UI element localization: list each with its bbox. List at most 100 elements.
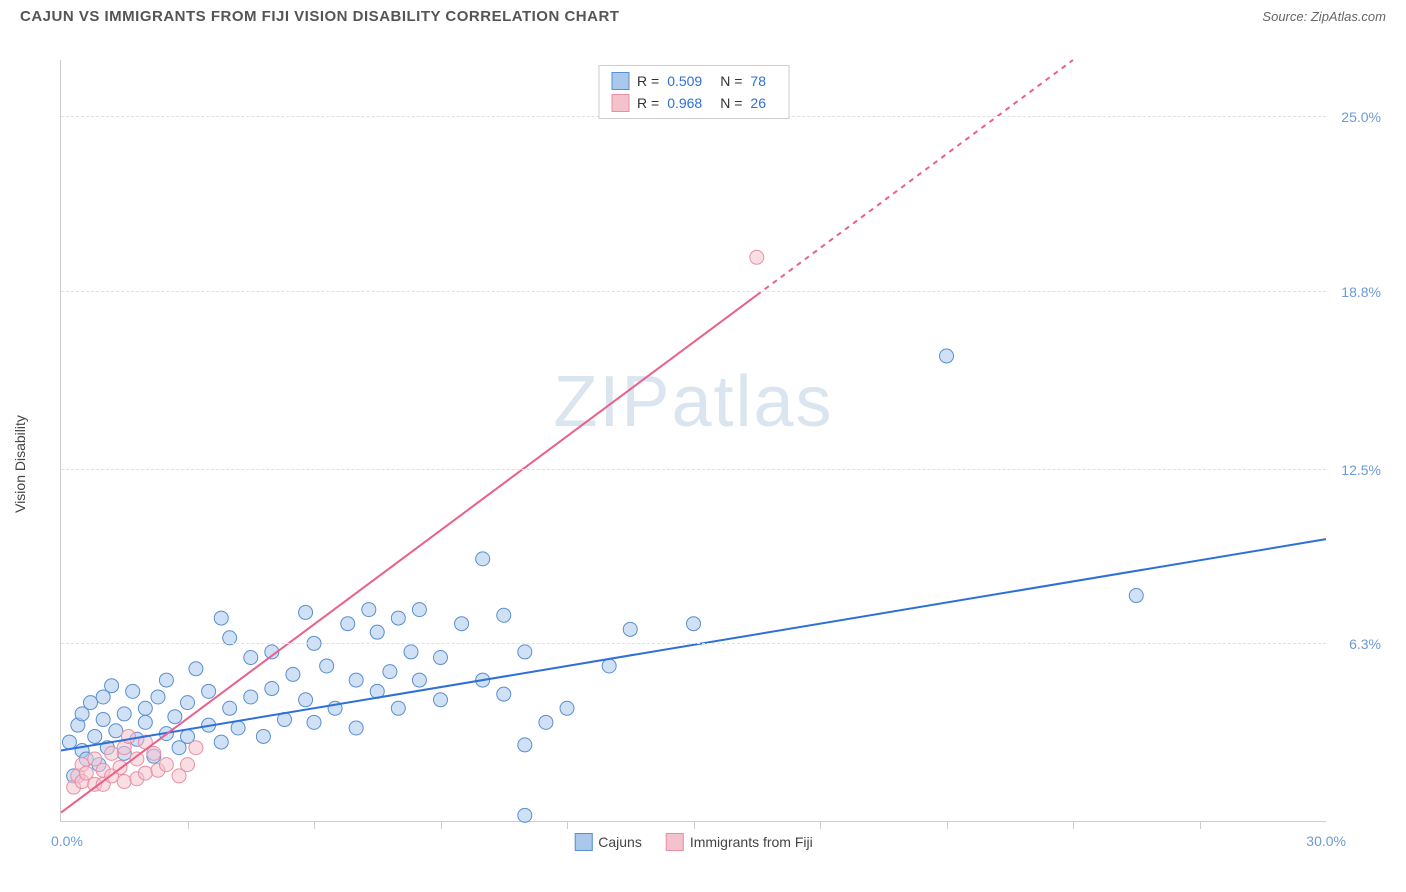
data-point <box>307 715 321 729</box>
data-point <box>138 715 152 729</box>
data-point <box>455 617 469 631</box>
legend-series: Cajuns Immigrants from Fiji <box>574 833 813 851</box>
x-tick <box>314 821 315 829</box>
x-tick <box>441 821 442 829</box>
data-point <box>244 690 258 704</box>
data-point <box>497 608 511 622</box>
trend-line <box>61 295 757 812</box>
data-point <box>349 721 363 735</box>
n-value: 26 <box>750 95 766 111</box>
x-tick <box>188 821 189 829</box>
y-axis-title: Vision Disability <box>12 415 28 513</box>
data-point <box>223 701 237 715</box>
data-point <box>391 611 405 625</box>
data-point <box>539 715 553 729</box>
data-point <box>412 603 426 617</box>
data-point <box>518 738 532 752</box>
legend-correlation: R =0.509N =78R =0.968N =26 <box>598 65 789 119</box>
plot-area: ZIPatlas R =0.509N =78R =0.968N =26 6.3%… <box>60 60 1326 822</box>
data-point <box>518 808 532 822</box>
data-point <box>412 673 426 687</box>
data-point <box>434 693 448 707</box>
x-tick <box>694 821 695 829</box>
x-tick <box>567 821 568 829</box>
data-point <box>560 701 574 715</box>
data-point <box>117 775 131 789</box>
data-point <box>189 741 203 755</box>
data-point <box>181 696 195 710</box>
data-point <box>476 552 490 566</box>
data-point <box>320 659 334 673</box>
source-label: Source: <box>1262 9 1307 24</box>
data-point <box>159 673 173 687</box>
data-point <box>750 250 764 264</box>
n-label: N = <box>720 73 742 89</box>
data-point <box>138 766 152 780</box>
legend-series-label: Cajuns <box>598 834 642 850</box>
data-point <box>96 713 110 727</box>
r-label: R = <box>637 73 659 89</box>
data-point <box>189 662 203 676</box>
n-value: 78 <box>750 73 766 89</box>
data-point <box>121 729 135 743</box>
data-point <box>434 651 448 665</box>
data-point <box>602 659 616 673</box>
data-point <box>202 684 216 698</box>
chart-title: CAJUN VS IMMIGRANTS FROM FIJI VISION DIS… <box>20 8 619 25</box>
legend-correlation-row: R =0.509N =78 <box>611 70 776 92</box>
legend-swatch <box>611 94 629 112</box>
data-point <box>404 645 418 659</box>
data-point <box>1129 589 1143 603</box>
data-point <box>299 693 313 707</box>
data-point <box>383 665 397 679</box>
data-point <box>362 603 376 617</box>
legend-swatch <box>666 833 684 851</box>
data-point <box>518 645 532 659</box>
x-tick <box>820 821 821 829</box>
data-point <box>623 622 637 636</box>
data-point <box>168 710 182 724</box>
data-point <box>286 667 300 681</box>
data-point <box>159 758 173 772</box>
legend-correlation-row: R =0.968N =26 <box>611 92 776 114</box>
legend-swatch <box>574 833 592 851</box>
data-point <box>940 349 954 363</box>
legend-series-item: Cajuns <box>574 833 642 851</box>
legend-swatch <box>611 72 629 90</box>
data-point <box>126 684 140 698</box>
data-point <box>214 735 228 749</box>
data-point <box>214 611 228 625</box>
data-point <box>138 701 152 715</box>
gridline: 12.5% <box>61 469 1326 470</box>
legend-series-item: Immigrants from Fiji <box>666 833 813 851</box>
n-label: N = <box>720 95 742 111</box>
data-point <box>497 687 511 701</box>
header: CAJUN VS IMMIGRANTS FROM FIJI VISION DIS… <box>0 0 1406 35</box>
data-point <box>244 651 258 665</box>
data-point <box>84 696 98 710</box>
data-point <box>349 673 363 687</box>
chart-container: Vision Disability ZIPatlas R =0.509N =78… <box>20 40 1386 872</box>
x-axis-max-label: 30.0% <box>1306 833 1346 849</box>
data-point <box>265 682 279 696</box>
data-point <box>181 758 195 772</box>
trend-line <box>61 539 1326 750</box>
scatter-plot-svg <box>61 60 1326 821</box>
data-point <box>62 735 76 749</box>
source-name: ZipAtlas.com <box>1311 9 1386 24</box>
y-tick-label: 12.5% <box>1341 462 1381 478</box>
trend-line-extrapolated <box>757 60 1073 295</box>
data-point <box>88 729 102 743</box>
data-point <box>105 679 119 693</box>
data-point <box>687 617 701 631</box>
data-point <box>147 746 161 760</box>
data-point <box>109 724 123 738</box>
data-point <box>105 746 119 760</box>
x-tick <box>1200 821 1201 829</box>
data-point <box>391 701 405 715</box>
r-label: R = <box>637 95 659 111</box>
data-point <box>370 625 384 639</box>
data-point <box>299 605 313 619</box>
gridline: 18.8% <box>61 291 1326 292</box>
data-point <box>256 729 270 743</box>
